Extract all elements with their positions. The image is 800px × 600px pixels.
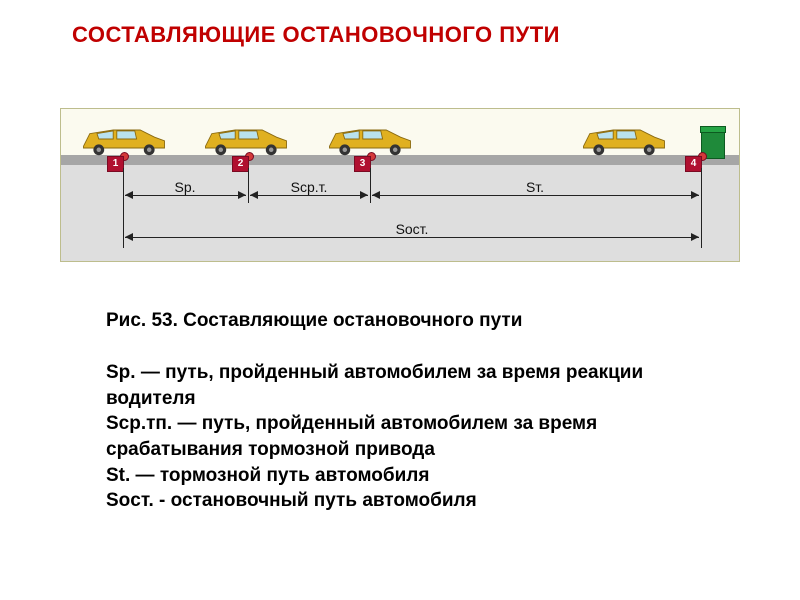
- dim-st: [372, 195, 699, 196]
- legend-block: Sp. — путь, пройденный автомобилем за вр…: [106, 360, 686, 514]
- car-icon-2: [201, 121, 291, 157]
- marker-1: 1: [107, 156, 124, 172]
- legend-sost: Soст. - остановочный путь автомобиля: [106, 488, 686, 514]
- ext-line: [701, 168, 702, 248]
- legend-scr: Sср.тп. — путь, пройденный автомобилем з…: [106, 411, 686, 462]
- dim-scr-label: Sср.т.: [288, 179, 331, 195]
- stopping-distance-diagram: 1 2 3 4 Sр. Sср.т. Sт. Sост.: [60, 108, 740, 262]
- dimension-area: [61, 165, 739, 261]
- legend-sp: Sp. — путь, пройденный автомобилем за вр…: [106, 360, 686, 411]
- ext-line: [370, 168, 371, 203]
- page-title: СОСТАВЛЯЮЩИЕ ОСТАНОВОЧНОГО ПУТИ: [72, 22, 560, 48]
- dim-scr: [250, 195, 368, 196]
- dim-sp-label: Sр.: [171, 179, 198, 195]
- legend-st: St. — тормозной путь автомобиля: [106, 463, 686, 489]
- figure-caption: Рис. 53. Составляющие остановочного пути: [106, 310, 522, 332]
- dim-st-label: Sт.: [523, 179, 547, 195]
- marker-4: 4: [685, 156, 702, 172]
- marker-2: 2: [232, 156, 249, 172]
- marker-3: 3: [354, 156, 371, 172]
- dim-total-label: Sост.: [393, 221, 432, 237]
- dim-total: [125, 237, 699, 238]
- ext-line: [248, 168, 249, 203]
- ext-line: [123, 168, 124, 248]
- dim-sp: [125, 195, 246, 196]
- car-icon-4: [579, 121, 669, 157]
